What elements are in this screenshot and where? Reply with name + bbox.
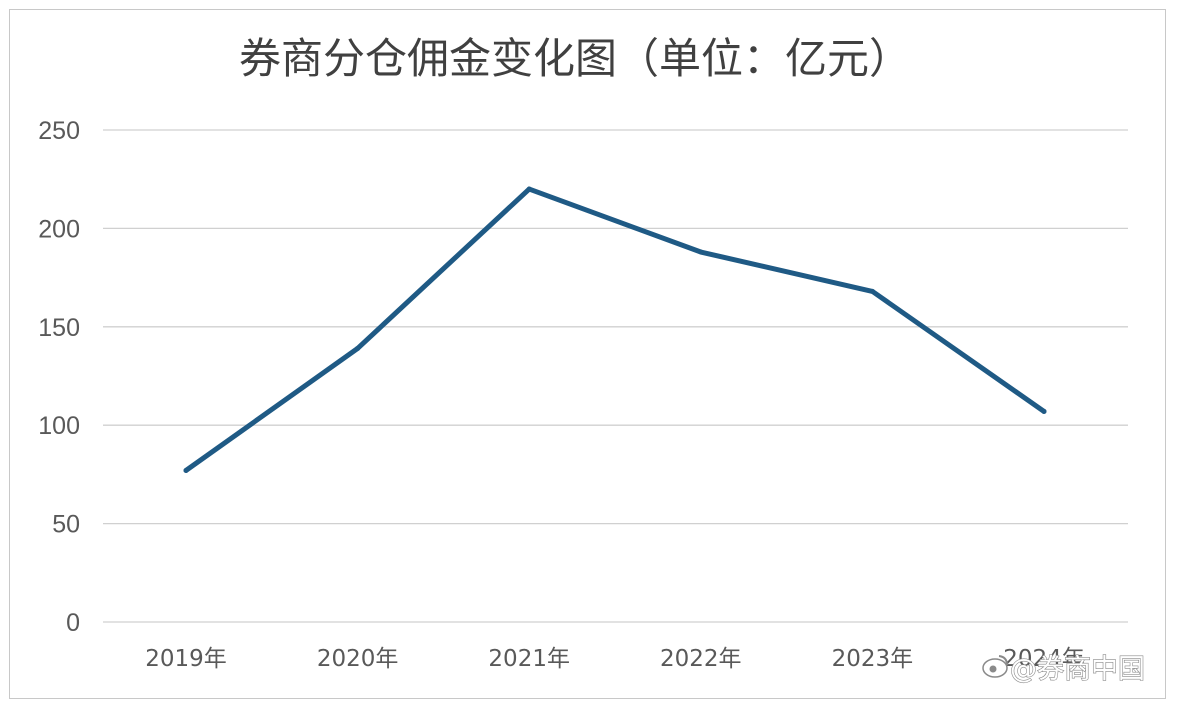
y-tick-label: 200	[38, 215, 80, 243]
chart-title: 券商分仓佣金变化图（单位：亿元）	[239, 34, 911, 83]
watermark-text: @券商中国	[1010, 654, 1145, 685]
data-point	[869, 288, 875, 294]
x-tick-label: 2024年	[1003, 646, 1085, 672]
y-tick-label: 100	[38, 412, 80, 440]
y-axis-ticks: 0 50 100 150 200 250	[38, 117, 80, 637]
y-tick-label: 250	[38, 117, 80, 145]
weibo-logo-icon	[982, 655, 1008, 678]
series-group	[183, 186, 1047, 473]
series-line	[183, 186, 1047, 473]
chart-frame	[9, 9, 1166, 699]
x-tick-label: 2023年	[832, 646, 914, 672]
data-point	[698, 249, 704, 255]
y-tick-label: 50	[52, 511, 80, 539]
data-point	[355, 345, 361, 351]
gridlines	[103, 129, 1128, 623]
x-tick-label: 2020年	[317, 646, 399, 672]
x-axis-ticks: 2019年 2020年 2021年 2022年 2023年 2024年	[145, 646, 1085, 672]
data-point	[526, 186, 532, 192]
data-point	[1041, 408, 1047, 414]
x-tick-label: 2022年	[660, 646, 742, 672]
y-tick-label: 0	[66, 609, 80, 637]
x-tick-label: 2021年	[488, 646, 570, 672]
watermark: @券商中国	[982, 653, 1146, 686]
data-point	[183, 467, 189, 473]
y-tick-label: 150	[38, 314, 80, 342]
x-tick-label: 2019年	[145, 646, 227, 672]
